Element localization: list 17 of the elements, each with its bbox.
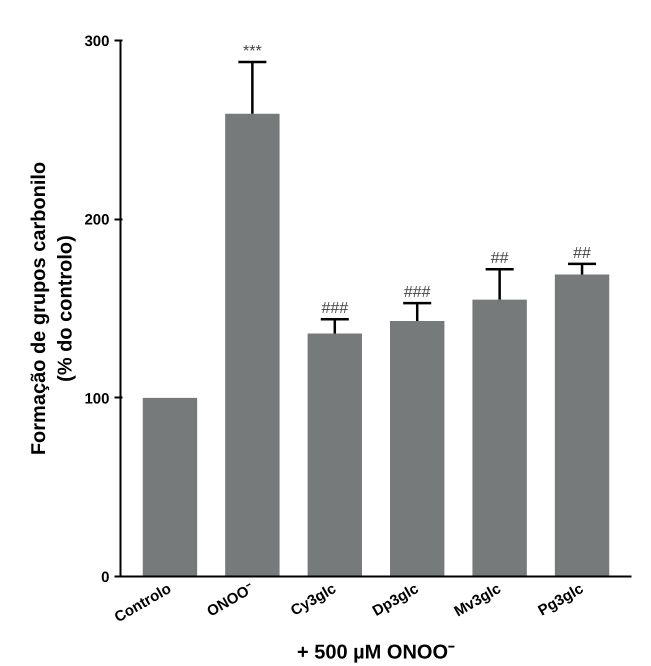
bar — [554, 274, 610, 576]
bar — [142, 398, 198, 576]
annotation: ### — [321, 300, 348, 318]
y-axis-title: Formação de grupos carbonilo (% do controlo) — [28, 162, 76, 456]
annotation: *** — [243, 42, 262, 60]
bar — [472, 300, 527, 576]
annotation: ## — [490, 250, 509, 268]
y-tick-label: 200 — [84, 212, 110, 229]
annotation: ### — [404, 284, 431, 302]
y-tick-label: 0 — [101, 569, 110, 586]
x-axis-title: + 500 µM ONOO⁻ — [296, 641, 456, 664]
annotation: ## — [573, 244, 592, 262]
bar — [225, 114, 280, 576]
bar — [390, 321, 444, 576]
bar — [308, 334, 362, 576]
y-tick-label: 100 — [84, 390, 110, 408]
y-tick-label: 300 — [84, 33, 110, 50]
